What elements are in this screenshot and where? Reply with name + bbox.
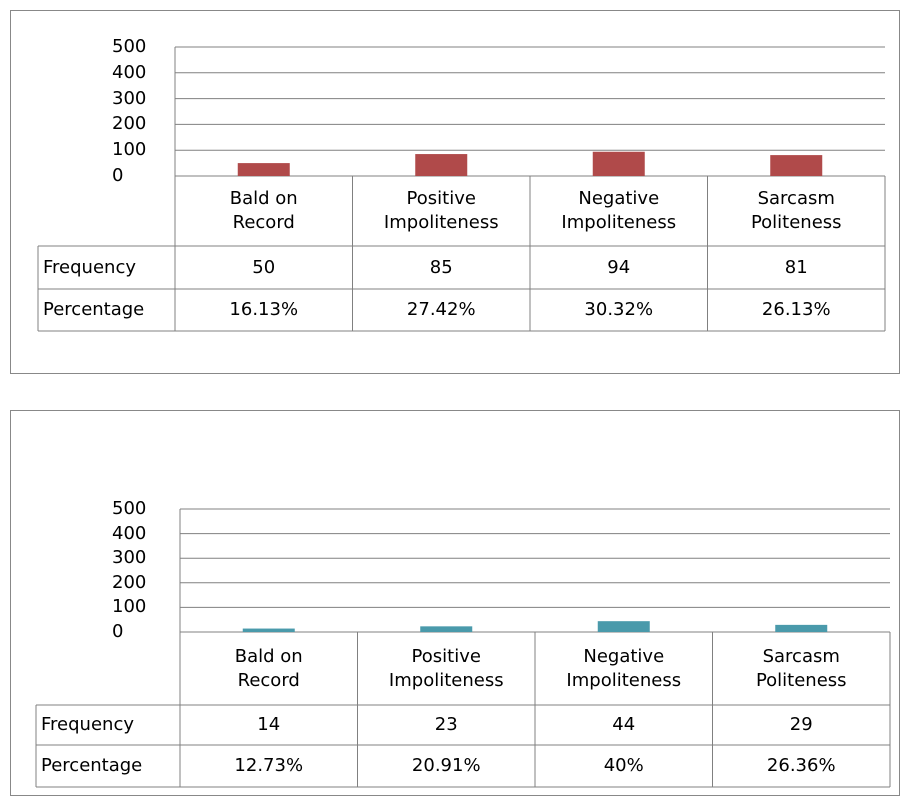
frequency-cell: 23 — [434, 714, 458, 735]
percentage-cell: 27.42% — [406, 299, 476, 320]
category-label: Sarcasm Politeness — [755, 645, 847, 691]
percentage-cell: 26.13% — [761, 299, 831, 320]
frequency-cell: 14 — [257, 714, 281, 735]
frequency-cell: 29 — [789, 714, 813, 735]
chart-frame — [10, 10, 900, 374]
category-label: Bald on Record — [234, 645, 303, 691]
y-tick-label: 0 — [112, 621, 124, 642]
y-tick-label: 300 — [112, 87, 147, 109]
frequency-cell: 81 — [784, 256, 808, 278]
bar — [775, 624, 828, 632]
row-header: Percentage — [41, 755, 143, 776]
y-tick-label: 0 — [112, 165, 124, 186]
frequency-cell: 44 — [612, 714, 636, 735]
y-tick-label: 500 — [112, 498, 147, 519]
percentage-cell: 12.73% — [234, 755, 304, 776]
bar — [237, 163, 290, 176]
bar — [420, 626, 473, 632]
frequency-cell: 85 — [429, 256, 453, 278]
percentage-cell: 26.36% — [766, 755, 836, 776]
row-header: Percentage — [43, 299, 145, 320]
percentage-cell: 30.32% — [584, 299, 654, 320]
frequency-cell: 50 — [252, 256, 276, 278]
bar — [592, 151, 645, 176]
y-tick-label: 100 — [112, 596, 147, 618]
frequency-cell: 94 — [607, 256, 631, 278]
bar — [597, 621, 650, 632]
y-tick-label: 300 — [112, 547, 147, 569]
category-label: Negative Impoliteness — [561, 188, 677, 233]
y-tick-label: 500 — [112, 36, 147, 57]
row-header: Frequency — [41, 714, 134, 735]
y-tick-label: 400 — [112, 61, 147, 83]
percentage-cell: 16.13% — [229, 299, 299, 320]
percentage-cell: 40% — [603, 755, 644, 776]
bar — [770, 155, 823, 176]
percentage-cell: 20.91% — [411, 755, 481, 776]
category-label: Bald on Record — [229, 188, 298, 233]
category-label: Positive Impoliteness — [388, 645, 504, 691]
row-header: Frequency — [43, 256, 136, 278]
y-tick-label: 200 — [112, 113, 147, 135]
y-tick-label: 400 — [112, 522, 147, 544]
bar — [415, 154, 468, 176]
category-label: Positive Impoliteness — [383, 188, 499, 233]
category-label: Sarcasm Politeness — [750, 188, 842, 233]
bar — [242, 628, 295, 632]
category-label: Negative Impoliteness — [566, 645, 682, 691]
y-tick-label: 100 — [112, 139, 147, 161]
y-tick-label: 200 — [112, 571, 147, 593]
